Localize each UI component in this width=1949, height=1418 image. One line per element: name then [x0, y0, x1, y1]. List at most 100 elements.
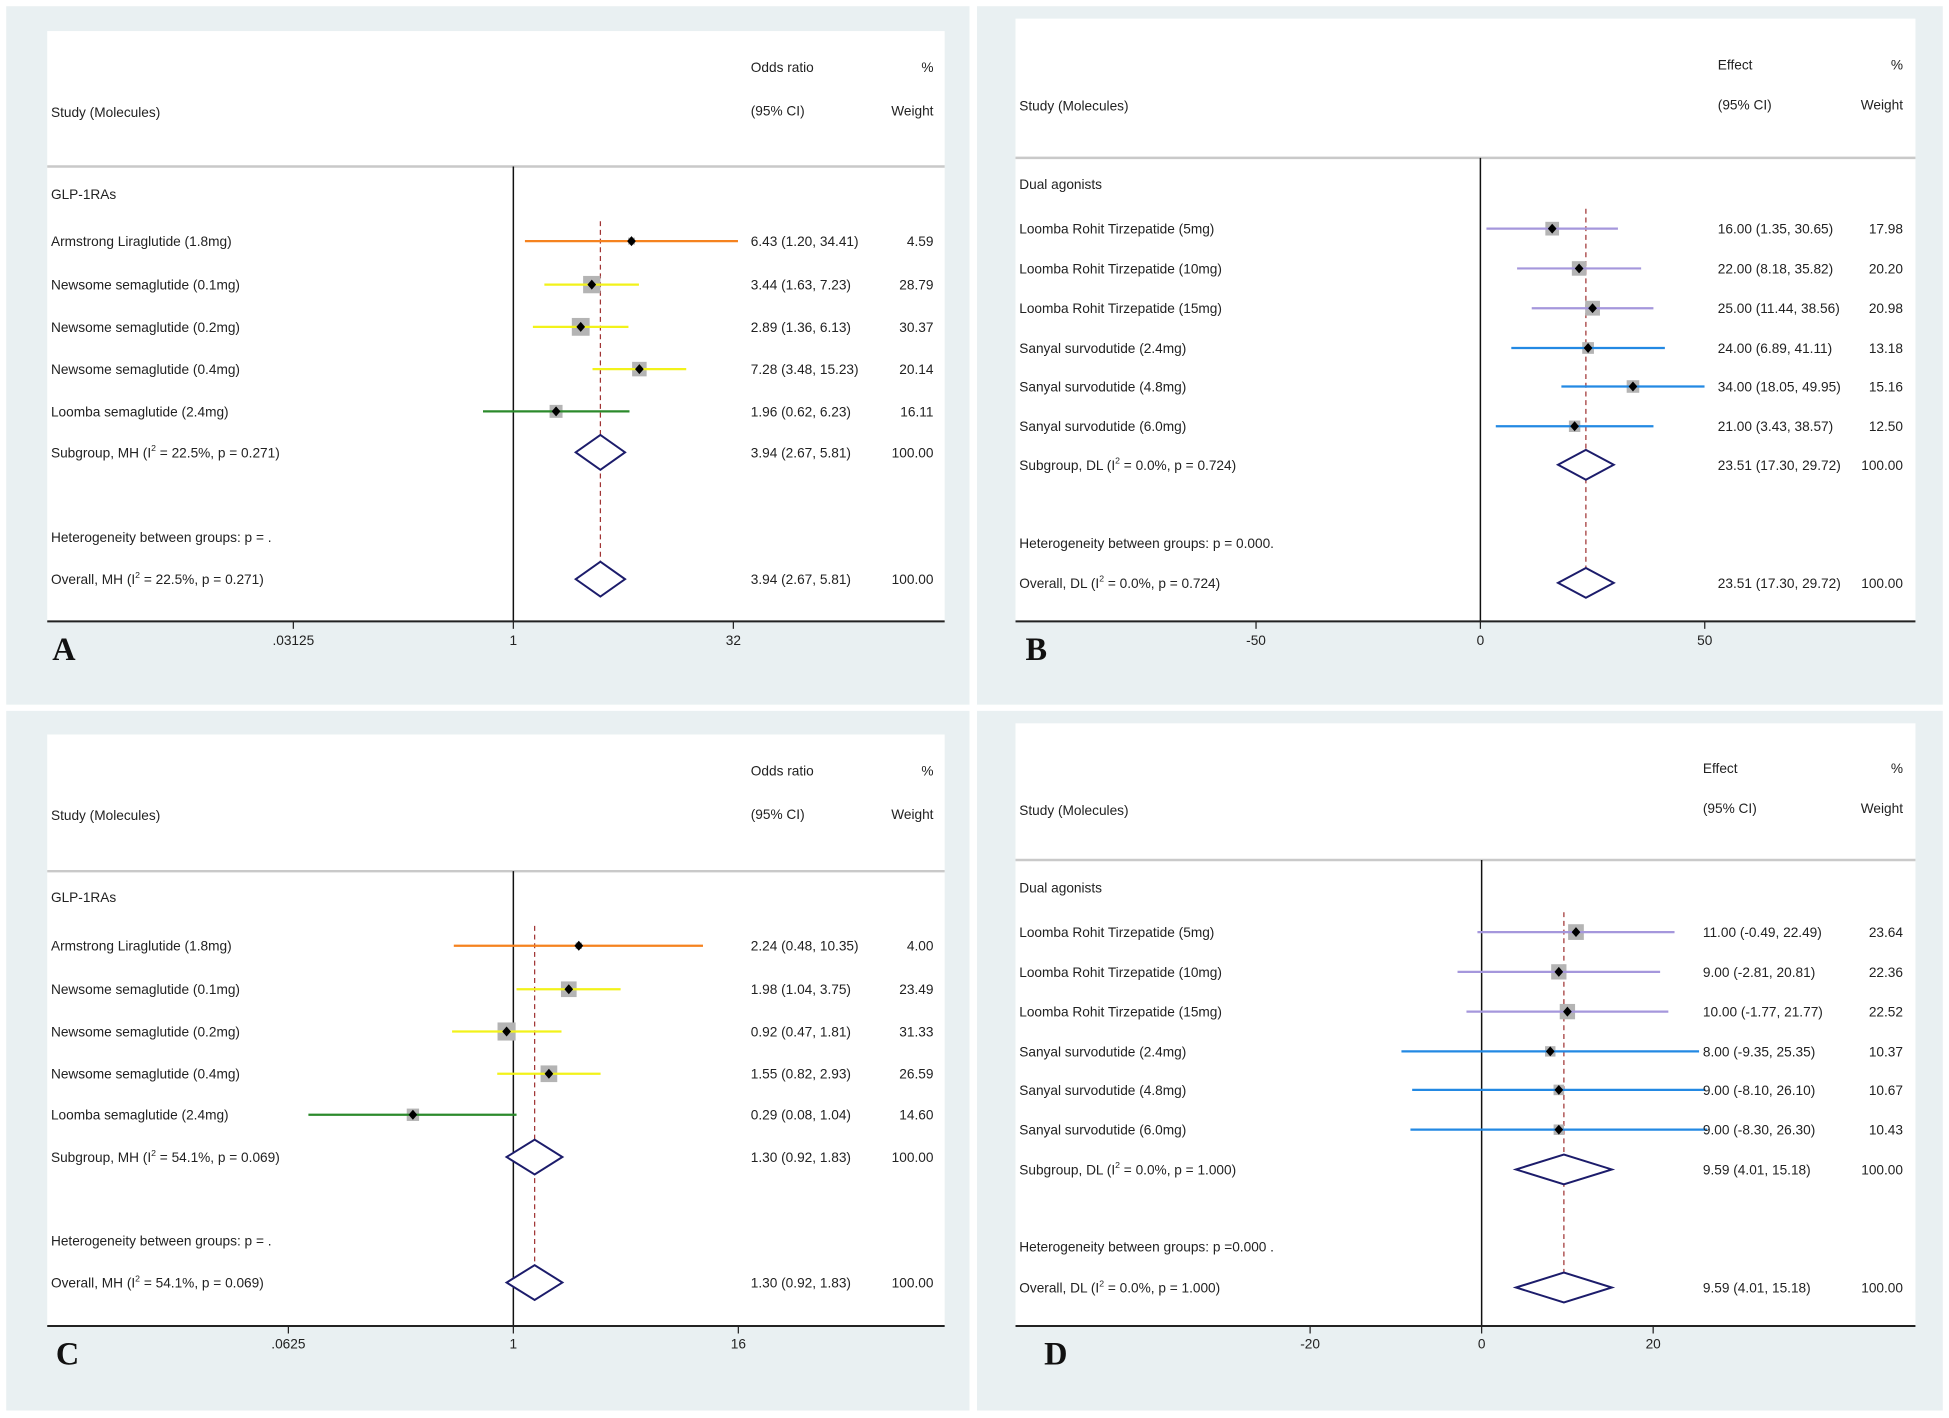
effect-ci-value: 0.29 (0.08, 1.04) — [751, 1108, 851, 1123]
label-suffix: = 0.0%, p = 1.000) — [1104, 1280, 1220, 1295]
point-estimate-marker — [544, 1068, 554, 1079]
effect-ci-value: 16.00 (1.35, 30.65) — [1718, 222, 1833, 237]
overall-diamond — [1512, 1271, 1616, 1304]
weight-value: 100.00 — [892, 572, 934, 587]
x-tick-label: 0 — [1477, 633, 1485, 648]
study-row: Newsome semaglutide (0.4mg) 1.55 (0.82, 2… — [51, 1065, 933, 1083]
label-prefix: Overall, DL (I — [1019, 1280, 1099, 1295]
study-label: Sanyal survodutide (2.4mg) — [1019, 1044, 1186, 1059]
ci-column-header: (95% CI) — [751, 807, 805, 822]
x-tick-label: 1 — [510, 633, 518, 648]
label-suffix: = 22.5%, p = 0.271) — [156, 445, 280, 460]
effect-column-header: Odds ratio — [751, 763, 814, 778]
effect-ci-value: 1.55 (0.82, 2.93) — [751, 1067, 851, 1082]
x-tick-label: -50 — [1246, 633, 1266, 648]
weight-value: 23.64 — [1869, 925, 1904, 940]
weight-value: 100.00 — [1861, 1162, 1903, 1177]
study-label: Loomba Rohit Tirzepatide (10mg) — [1019, 965, 1222, 980]
weight-value: 20.20 — [1869, 261, 1904, 276]
overall-row: Overall, MH (I2 = 54.1%, p = 0.069) 1.30 … — [51, 1263, 934, 1302]
weight-value: 31.33 — [899, 1024, 933, 1039]
point-estimate-marker — [635, 364, 644, 375]
point-estimate-marker — [1563, 1006, 1572, 1017]
effect-ci-value: 22.00 (8.18, 35.82) — [1718, 261, 1833, 276]
study-row: Loomba Rohit Tirzepatide (10mg) 22.00 (8.… — [1019, 261, 1903, 276]
subgroup-heading: Dual agonists — [1019, 177, 1102, 192]
effect-column-header: Effect — [1703, 761, 1738, 776]
weight-value: 4.59 — [907, 234, 934, 249]
ci-column-header: (95% CI) — [751, 104, 805, 119]
label-suffix: = 0.0%, p = 1.000) — [1120, 1162, 1236, 1177]
study-label: Loomba Rohit Tirzepatide (5mg) — [1019, 925, 1214, 940]
study-row: Loomba semaglutide (2.4mg) 1.96 (0.62, 6.… — [51, 404, 934, 419]
effect-ci-value: 1.30 (0.92, 1.83) — [751, 1150, 851, 1165]
plot-area — [47, 734, 945, 1327]
weight-value: 10.37 — [1869, 1044, 1903, 1059]
x-tick-label: 50 — [1697, 633, 1713, 648]
overall-diamond — [573, 560, 627, 598]
effect-ci-value: 34.00 (18.05, 49.95) — [1718, 379, 1841, 394]
subgroup-diamond — [1555, 448, 1616, 481]
effect-column-header: Odds ratio — [751, 60, 814, 75]
subgroup-label: Subgroup, MH (I2 = 22.5%, p = 0.271) — [51, 443, 280, 460]
label-suffix: = 0.0%, p = 0.724) — [1120, 458, 1236, 473]
effect-ci-value: 6.43 (1.20, 34.41) — [751, 234, 859, 249]
weight-value: 100.00 — [892, 1276, 934, 1291]
forest-panel-d: Study (Molecules) Effect (95% CI)% Weight -2… — [976, 710, 1943, 1411]
weight-column-header: Weight — [891, 807, 933, 822]
weight-value: 23.49 — [899, 982, 933, 997]
study-column-header: Study (Molecules) — [51, 105, 160, 120]
x-tick-label: 0 — [1478, 1336, 1486, 1351]
subgroup-row: Subgroup, DL (I2 = 0.0%, p = 0.724) 23.51… — [1019, 448, 1903, 481]
study-label: Loomba Rohit Tirzepatide (5mg) — [1019, 222, 1214, 237]
study-label: Newsome semaglutide (0.4mg) — [51, 362, 240, 377]
point-estimate-marker — [1554, 966, 1564, 977]
study-row: Loomba Rohit Tirzepatide (15mg) 25.00 (11… — [1019, 300, 1903, 316]
label-suffix: = 0.0%, p = 0.724) — [1104, 576, 1220, 591]
point-estimate-marker — [1547, 223, 1557, 234]
point-estimate-marker — [587, 279, 597, 290]
x-tick-label: 16 — [731, 1336, 746, 1351]
study-label: Sanyal survodutide (4.8mg) — [1019, 1083, 1186, 1098]
subgroup-row: Subgroup, MH (I2 = 22.5%, p = 0.271) 3.94… — [51, 433, 934, 471]
study-row: Newsome semaglutide (0.2mg) 0.92 (0.47, 1… — [51, 1022, 933, 1041]
effect-ci-value: 3.94 (2.67, 5.81) — [751, 572, 851, 587]
weight-value: 100.00 — [1861, 458, 1903, 473]
weight-value: 100.00 — [892, 445, 934, 460]
effect-ci-value: 9.59 (4.01, 15.18) — [1703, 1280, 1811, 1295]
label-suffix: = 22.5%, p = 0.271) — [140, 572, 264, 587]
forest-panel-b: Study (Molecules) Effect (95% CI)% Weight -5… — [976, 6, 1943, 705]
weight-value: 10.67 — [1869, 1083, 1903, 1098]
study-label: Armstrong Liraglutide (1.8mg) — [51, 939, 232, 954]
effect-ci-value: 9.00 (-8.30, 26.30) — [1703, 1123, 1815, 1138]
weight-value: 22.52 — [1869, 1005, 1903, 1020]
point-estimate-marker — [574, 940, 584, 951]
study-row: Newsome semaglutide (0.4mg) 7.28 (3.48, 1… — [51, 361, 934, 377]
study-row: Sanyal survodutide (4.8mg) 9.00 (-8.10, 2… — [1019, 1083, 1903, 1098]
ci-column-header: (95% CI) — [1718, 97, 1772, 112]
effect-ci-value: 23.51 (17.30, 29.72) — [1718, 576, 1841, 591]
effect-column-header: Effect — [1718, 58, 1753, 73]
study-label: Armstrong Liraglutide (1.8mg) — [51, 234, 232, 249]
study-row: Sanyal survodutide (2.4mg) 24.00 (6.89, 4… — [1019, 341, 1903, 356]
study-row: Sanyal survodutide (4.8mg) 34.00 (18.05, … — [1019, 379, 1903, 394]
study-row: Newsome semaglutide (0.2mg) 2.89 (1.36, 6… — [51, 317, 933, 336]
effect-ci-value: 3.94 (2.67, 5.81) — [751, 445, 851, 460]
study-label: Sanyal survodutide (2.4mg) — [1019, 341, 1186, 356]
weight-value: 100.00 — [892, 1150, 934, 1165]
study-column-header: Study (Molecules) — [51, 808, 160, 823]
label-prefix: Overall, DL (I — [1019, 576, 1099, 591]
effect-ci-value: 3.44 (1.63, 7.23) — [751, 278, 851, 293]
panel-letter: A — [52, 631, 76, 667]
subgroup-row: Subgroup, DL (I2 = 0.0%, p = 1.000) 9.59 … — [1019, 1153, 1903, 1186]
effect-ci-value: 9.59 (4.01, 15.18) — [1703, 1162, 1811, 1177]
i-squared-superscript: 2 — [135, 570, 140, 580]
overall-row: Overall, DL (I2 = 0.0%, p = 1.000) 9.59 (… — [1019, 1271, 1903, 1304]
overall-label: Overall, DL (I2 = 0.0%, p = 1.000) — [1019, 1278, 1220, 1295]
subgroup-label: Subgroup, MH (I2 = 54.1%, p = 0.069) — [51, 1148, 280, 1165]
weight-value: 20.14 — [899, 362, 934, 377]
i-squared-superscript: 2 — [135, 1273, 140, 1283]
study-row: Newsome semaglutide (0.1mg) 3.44 (1.63, 7… — [51, 275, 933, 294]
label-suffix: = 54.1%, p = 0.069) — [140, 1276, 264, 1291]
study-label: Newsome semaglutide (0.2mg) — [51, 1024, 240, 1039]
